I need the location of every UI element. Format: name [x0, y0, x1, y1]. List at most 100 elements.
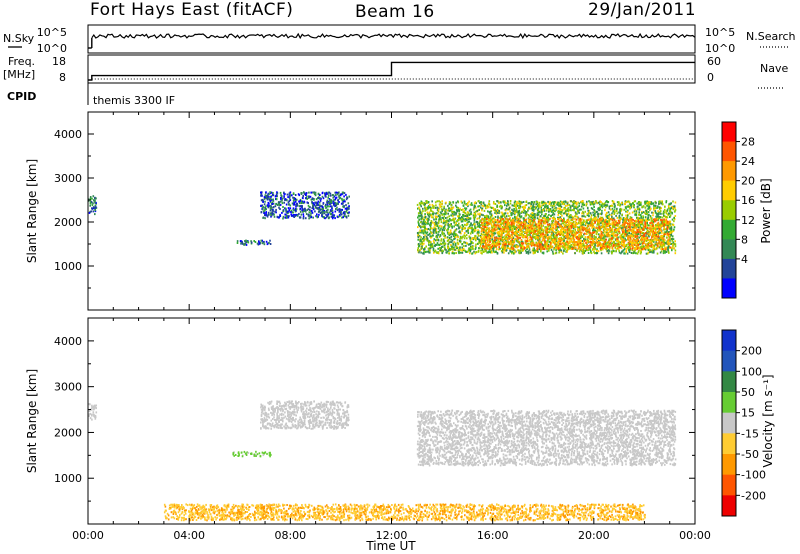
- echo-cell: [332, 194, 335, 197]
- echo-cell: [437, 247, 439, 250]
- echo-cell: [608, 215, 610, 218]
- echo-cell: [648, 218, 650, 221]
- echo-cell: [641, 212, 643, 214]
- freq-trace: [88, 61, 695, 81]
- echo-cell: [268, 241, 270, 244]
- echo-cell: [583, 251, 586, 254]
- echo-cell: [451, 225, 453, 228]
- echo-cell: [598, 209, 600, 212]
- echo-cell: [439, 211, 442, 214]
- echo-cell: [507, 212, 509, 215]
- echo-cell: [340, 210, 342, 213]
- echo-cell: [518, 213, 521, 216]
- echo-cell: [633, 250, 635, 253]
- echo-cell: [465, 203, 467, 206]
- echo-cell: [440, 221, 443, 224]
- echo-cell: [653, 204, 655, 207]
- echo-cell: [270, 197, 272, 200]
- echo-cell: [549, 237, 552, 239]
- echo-cell: [272, 208, 274, 211]
- echo-cell: [519, 205, 522, 208]
- echo-cell: [607, 211, 610, 214]
- echo-cell: [531, 215, 533, 218]
- echo-cell: [461, 229, 463, 232]
- echo-cell: [564, 247, 566, 250]
- echo-cell: [288, 192, 291, 195]
- echo-cell: [318, 210, 321, 213]
- echo-cell: [312, 208, 315, 211]
- echo-cell: [289, 199, 292, 202]
- echo-cell: [261, 204, 264, 207]
- echo-cell: [453, 213, 455, 216]
- echo-cell: [431, 203, 434, 206]
- echo-cell: [507, 200, 509, 203]
- echo-cell: [599, 229, 602, 232]
- echo-cell: [532, 252, 535, 254]
- echo-cell: [328, 217, 330, 220]
- echo-cell: [529, 238, 531, 241]
- echo-cell: [434, 228, 437, 231]
- echo-cell: [615, 214, 617, 217]
- echo-cell: [423, 235, 425, 238]
- echo-cell: [638, 211, 640, 214]
- echo-cell: [438, 244, 441, 246]
- echo-cell: [488, 200, 491, 203]
- echo-cell: [344, 213, 346, 215]
- echo-cell: [518, 242, 521, 245]
- echo-cell: [331, 211, 334, 214]
- echo-cell: [417, 212, 420, 215]
- echo-cell: [637, 202, 640, 205]
- echo-cell: [490, 250, 493, 253]
- echo-cell: [497, 237, 499, 240]
- echo-cell: [485, 233, 487, 236]
- echo-cell: [587, 230, 590, 233]
- echo-cell: [495, 210, 498, 213]
- echo-cell: [433, 226, 435, 229]
- echo-cell: [311, 210, 313, 212]
- echo-cell: [489, 251, 492, 254]
- echo-cell: [674, 201, 677, 204]
- echo-cell: [427, 213, 429, 216]
- echo-cell: [618, 240, 620, 243]
- echo-cell: [321, 192, 324, 195]
- echo-cell: [625, 201, 628, 204]
- echo-cell: [455, 212, 458, 215]
- echo-cell: [426, 200, 428, 203]
- echo-cell: [524, 249, 527, 252]
- echo-cell: [461, 251, 464, 254]
- echo-cell: [448, 226, 450, 228]
- echo-cell: [482, 201, 485, 204]
- echo-cell: [467, 217, 470, 219]
- echo-cell: [424, 203, 426, 205]
- echo-cell: [572, 221, 575, 223]
- echo-cell: [295, 213, 297, 216]
- echo-cell: [431, 200, 433, 203]
- echo-cell: [478, 222, 480, 225]
- echo-cell: [450, 214, 452, 217]
- echo-cell: [480, 203, 482, 206]
- echo-cell: [462, 214, 464, 217]
- echo-cell: [451, 251, 454, 253]
- echo-cell: [450, 241, 453, 244]
- echo-cell: [445, 208, 447, 211]
- echo-cell: [480, 213, 483, 216]
- echo-cell: [547, 216, 549, 219]
- echo-cell: [446, 250, 449, 253]
- echo-cell: [632, 204, 635, 207]
- echo-cell: [422, 218, 424, 221]
- echo-cell: [323, 211, 325, 213]
- echo-cell: [633, 210, 636, 213]
- echo-cell: [341, 193, 343, 196]
- echo-cell: [620, 209, 622, 212]
- echo-cell: [348, 205, 350, 208]
- echo-cell: [597, 250, 600, 253]
- echo-cell: [302, 197, 304, 200]
- echo-cell: [283, 201, 285, 204]
- echo-cell: [285, 208, 287, 211]
- echo-cell: [329, 213, 332, 216]
- echo-cell: [616, 225, 618, 227]
- echo-cell: [674, 215, 677, 217]
- echo-cell: [314, 194, 317, 197]
- echo-cell: [426, 211, 429, 214]
